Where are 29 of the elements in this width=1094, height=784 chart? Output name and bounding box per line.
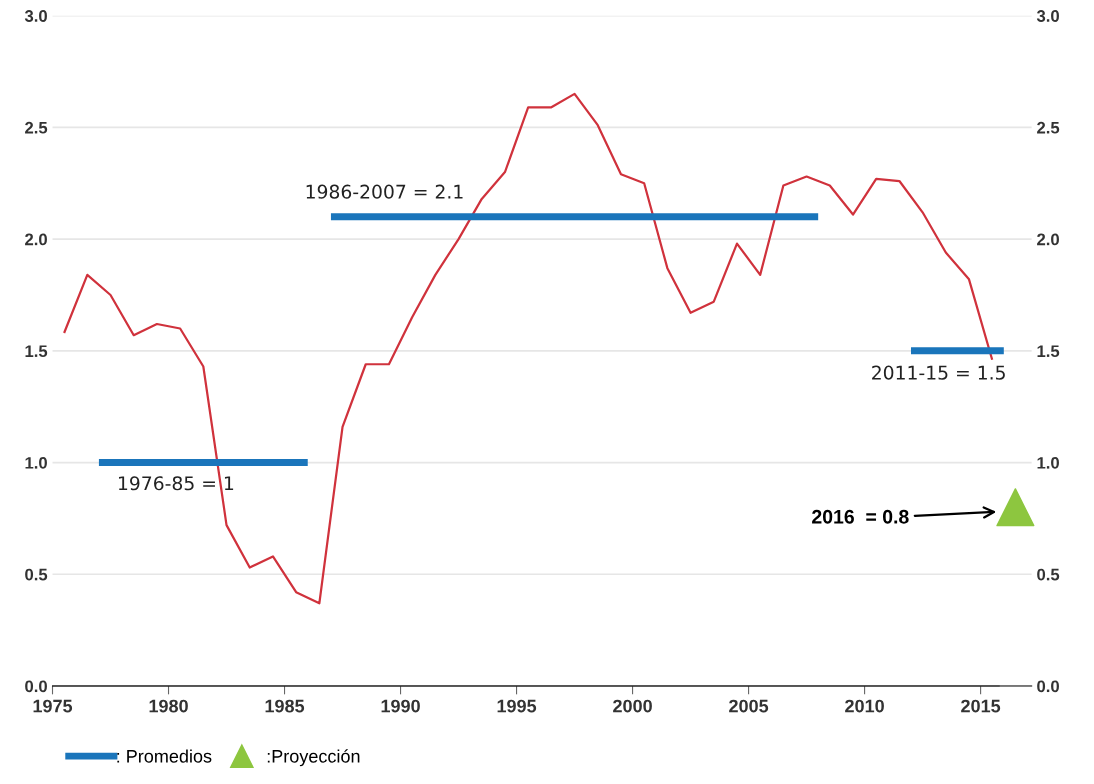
- y-tick-label: 2.5: [25, 121, 48, 134]
- x-tick-label: 2005: [729, 699, 769, 713]
- legend-label: : Promedios: [117, 749, 212, 763]
- annotation: 2011-15 = 1.5: [872, 365, 1005, 380]
- y2-tick-label: 0.5: [1037, 568, 1060, 581]
- y-tick-label: 1.5: [25, 345, 48, 358]
- x-tick-label: 2015: [961, 699, 1001, 713]
- x-tick-label: 1990: [381, 699, 420, 713]
- annotation: 1986-2007 = 2.1: [306, 184, 463, 199]
- annotation: 1976-85 = 1: [118, 476, 234, 491]
- y2-tick-label: 2.5: [1037, 121, 1060, 134]
- y-tick-label: 0.0: [25, 680, 47, 693]
- x-tick-label: 1980: [149, 699, 188, 713]
- y2-tick-label: 2.0: [1037, 233, 1059, 246]
- y-tick-label: 1.0: [25, 456, 47, 469]
- x-tick-label: 2000: [613, 699, 652, 713]
- x-tick-label: 1985: [265, 699, 305, 713]
- y2-tick-label: 3.0: [1036, 10, 1059, 22]
- y-tick-label: 3.0: [24, 10, 47, 22]
- annotation: 2016 = 0.8: [812, 509, 909, 524]
- x-tick-label: 1995: [497, 699, 537, 713]
- y-tick-label: 2.0: [25, 233, 47, 246]
- x-tick-label: 2010: [845, 699, 884, 713]
- x-tick-label: 1975: [33, 699, 73, 713]
- y2-tick-label: 1.5: [1037, 345, 1060, 358]
- y2-tick-label: 1.0: [1037, 456, 1059, 469]
- y2-tick-label: 0.0: [1037, 680, 1059, 693]
- y-tick-label: 0.5: [25, 568, 48, 581]
- legend-label: :Proyección: [267, 749, 360, 767]
